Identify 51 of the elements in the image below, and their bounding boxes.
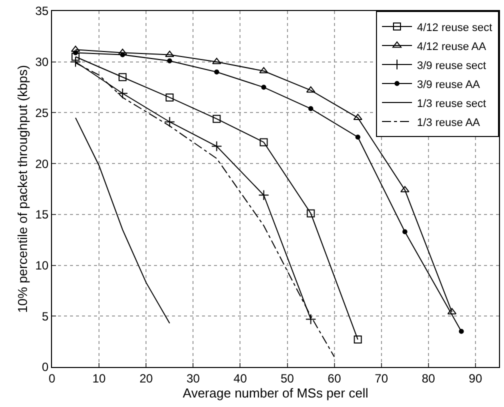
point [212, 58, 222, 64]
legend-label: 4/12 reuse AA [417, 40, 487, 53]
point [258, 190, 270, 200]
y-tick-label: 10 [35, 258, 49, 272]
x-tick-label: 90 [468, 371, 482, 386]
point [118, 73, 127, 82]
point [212, 114, 221, 123]
point [306, 86, 316, 93]
point [458, 328, 464, 334]
point [164, 116, 176, 128]
point [70, 56, 81, 68]
point [355, 134, 360, 140]
y-tick-label: 5 [42, 309, 49, 324]
point [260, 138, 268, 146]
point [305, 314, 316, 325]
point [73, 50, 78, 56]
x-tick-label: 30 [186, 371, 200, 386]
point [308, 106, 314, 112]
x-tick-label: 80 [422, 371, 436, 386]
legend-label: 1/3 reuse AA [417, 116, 481, 129]
legend-label: 3/9 reuse AA [417, 78, 481, 91]
x-axis-title: Average number of MSs per cell [182, 385, 368, 400]
point [306, 209, 315, 218]
y-tick-label: 25 [35, 106, 49, 120]
legend-label: 4/12 reuse sect [417, 22, 492, 34]
y-tick-label: 30 [35, 55, 49, 70]
x-tick-label: 70 [374, 371, 388, 386]
point [120, 52, 126, 58]
y-axis-title: 10% percentile of packet throughput (kbps) [15, 65, 30, 313]
y-tick-label: 0 [42, 360, 49, 374]
y-tick-label: 15 [35, 208, 49, 222]
legend-label: 3/9 reuse sect [417, 60, 486, 72]
x-tick-label: 50 [280, 371, 294, 386]
point [214, 70, 220, 75]
point [167, 58, 172, 64]
y-tick-label: 20 [35, 156, 49, 171]
line-series [75, 117, 170, 324]
x-tick-label: 40 [234, 371, 248, 386]
point [211, 140, 222, 152]
point [166, 93, 174, 102]
x-tick-label: 20 [139, 371, 154, 386]
point [402, 229, 408, 234]
legend-label: 1/3 reuse sect [417, 98, 486, 110]
x-tick-label: 10 [92, 371, 106, 386]
point [117, 88, 128, 99]
x-tick-label: 60 [328, 371, 342, 386]
y-tick-label: 35 [35, 4, 49, 18]
point [261, 84, 266, 90]
point [353, 114, 362, 120]
point [354, 336, 362, 344]
point [72, 52, 80, 61]
